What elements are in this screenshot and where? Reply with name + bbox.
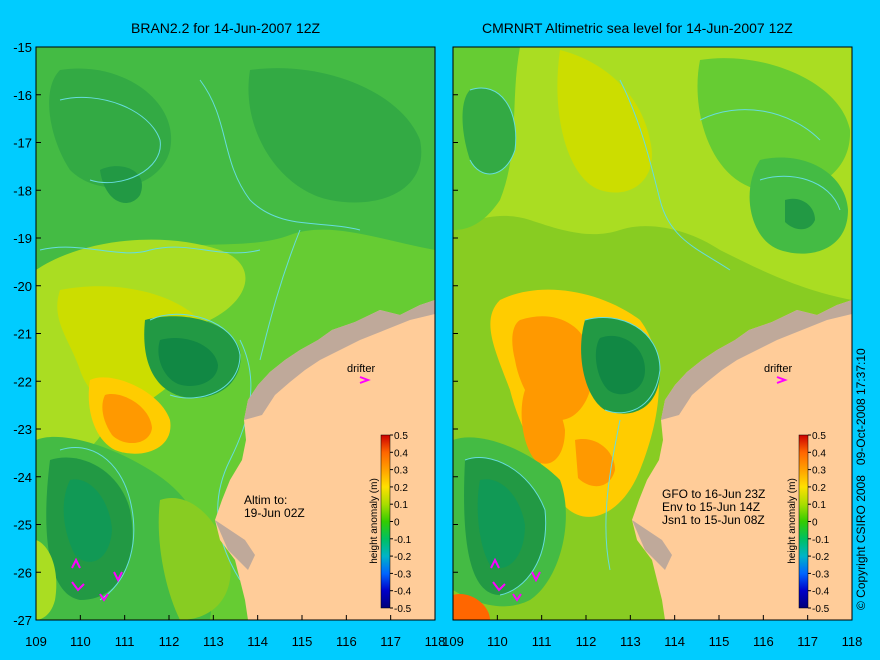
right-colorbar-tick-label: -0.5 (812, 604, 830, 615)
left-x-tick-label: 109 (25, 634, 47, 649)
right-x-tick-label: 114 (664, 634, 685, 649)
left-contours (39, 79, 361, 601)
right-x-tick-label: 110 (487, 634, 508, 649)
right-colorbar-tick-label: 0.5 (812, 431, 826, 442)
right-x-tick-label: 115 (709, 634, 730, 649)
left-colorbar (380, 434, 391, 609)
right-x-tick-label: 117 (797, 634, 818, 649)
left-x-tick-label: 116 (336, 634, 357, 649)
right-colorbar (798, 434, 809, 609)
right-drifter-marks (490, 376, 788, 602)
left-colorbar-tick-label: 0.4 (394, 448, 408, 459)
left-y-tick-label: -21 (13, 327, 32, 342)
right-colorbar-label: height anomaly (m) (787, 478, 798, 564)
right-x-tick-label: 111 (532, 634, 552, 649)
left-x-tick-label: 113 (203, 634, 224, 649)
right-anomaly-field (453, 47, 852, 620)
right-altimetry-note: GFO to 16-Jun 23Z (662, 487, 765, 501)
right-colorbar-tick-label: -0.2 (812, 552, 830, 563)
left-y-tick-label: -20 (13, 279, 32, 294)
right-land (632, 300, 852, 620)
right-x-tick-label: 118 (842, 634, 863, 649)
left-y-tick-label: -16 (13, 88, 32, 103)
right-panel-title: CMRNRT Altimetric sea level for 14-Jun-2… (482, 20, 793, 36)
left-colorbar-tick-label: -0.1 (394, 535, 412, 546)
timestamp: 09-Oct-2008 17:37:10 (854, 348, 868, 466)
left-land (215, 300, 435, 620)
left-panel-title: BRAN2.2 for 14-Jun-2007 12Z (131, 20, 321, 36)
left-x-tick-label: 118 (425, 634, 446, 649)
right-colorbar-tick-label: 0.4 (812, 448, 826, 459)
left-altimetry-note: Altim to: (244, 493, 287, 507)
left-y-tick-label: -27 (13, 613, 32, 628)
left-y-tick-label: -17 (13, 136, 32, 151)
copyright: © Copyright CSIRO 2008 (854, 475, 868, 610)
left-y-tick-label: -15 (13, 40, 32, 55)
left-x-tick-label: 110 (70, 634, 91, 649)
right-drifter-label: drifter (764, 363, 792, 375)
left-map (36, 47, 435, 620)
right-x-tick-label: 116 (753, 634, 774, 649)
right-altimetry-note: Env to 15-Jun 14Z (662, 500, 760, 514)
left-colorbar-tick-label: -0.4 (394, 587, 412, 598)
right-x-tick-label: 113 (620, 634, 641, 649)
left-colorbar-tick-label: 0 (394, 518, 400, 529)
left-y-tick-label: -25 (13, 518, 32, 533)
right-colorbar-tick-label: 0 (812, 518, 818, 529)
left-colorbar-tick-label: 0.1 (394, 500, 408, 511)
left-x-tick-label: 114 (247, 634, 268, 649)
left-y-tick-label: -18 (13, 183, 32, 198)
right-colorbar-tick-label: 0.3 (812, 466, 826, 477)
left-colorbar-tick-label: -0.5 (394, 604, 412, 615)
left-colorbar-tick-label: 0.5 (394, 431, 408, 442)
copyright-timestamp: © Copyright CSIRO 2008 09-Oct-2008 17:37… (854, 348, 868, 610)
right-x-tick-label: 109 (442, 634, 464, 649)
left-x-tick-label: 115 (292, 634, 313, 649)
left-drifter-label: drifter (347, 363, 375, 375)
left-y-tick-label: -24 (13, 470, 32, 485)
left-y-tick-label: -23 (13, 422, 32, 437)
left-y-tick-label: -19 (13, 231, 32, 246)
axis-and-labels: 109 110 111 112 113 114 115 116 117 118 -15 -16 -17 -… (13, 40, 862, 649)
left-x-tick-label: 111 (115, 634, 135, 649)
right-x-tick-label: 112 (576, 634, 597, 649)
right-map (453, 47, 852, 620)
right-contours (464, 79, 841, 596)
left-colorbar-tick-label: -0.2 (394, 552, 412, 563)
left-y-tick-label: -26 (13, 565, 32, 580)
left-y-tick-label: -22 (13, 374, 32, 389)
right-colorbar-tick-label: 0.2 (812, 483, 826, 494)
left-altimetry-note: 19-Jun 02Z (244, 506, 305, 520)
left-colorbar-label: height anomaly (m) (369, 478, 380, 564)
left-x-tick-label: 112 (159, 634, 180, 649)
left-colorbar-tick-label: 0.3 (394, 466, 408, 477)
left-colorbar-tick-label: -0.3 (394, 569, 412, 580)
right-colorbar-tick-label: -0.4 (812, 587, 830, 598)
right-colorbar-tick-label: 0.1 (812, 500, 826, 511)
right-colorbar-tick-label: -0.3 (812, 569, 830, 580)
right-altimetry-note: Jsn1 to 15-Jun 08Z (662, 513, 765, 527)
left-colorbar-tick-label: 0.2 (394, 483, 408, 494)
left-x-tick-label: 117 (380, 634, 401, 649)
left-drifter-marks (71, 376, 371, 602)
right-colorbar-tick-label: -0.1 (812, 535, 830, 546)
